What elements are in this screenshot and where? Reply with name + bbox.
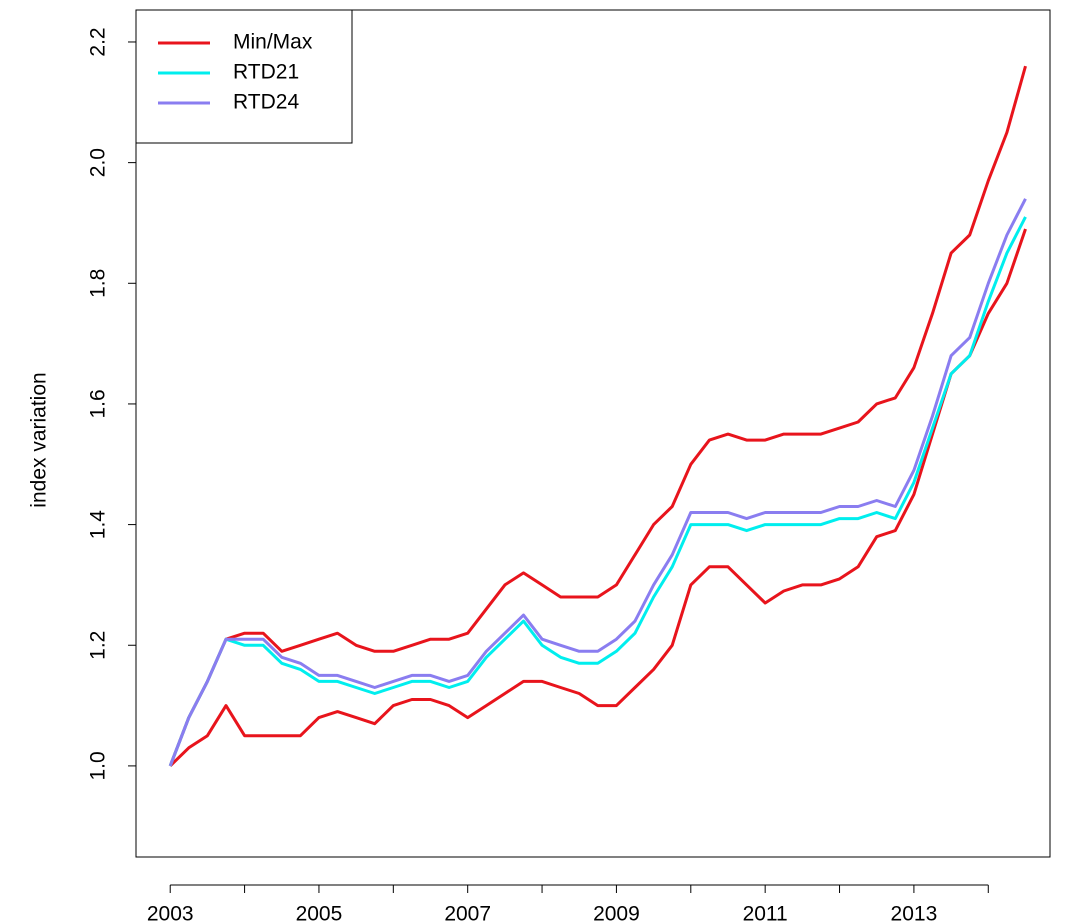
y-tick-label: 2.2 xyxy=(87,27,110,56)
y-tick-label: 1.2 xyxy=(87,631,110,660)
legend-label: RTD24 xyxy=(233,91,299,114)
y-tick-label: 1.6 xyxy=(87,389,110,418)
y-tick-label: 1.0 xyxy=(87,751,110,780)
x-tick-label: 2003 xyxy=(147,903,194,921)
legend-label: RTD21 xyxy=(233,61,299,84)
y-axis-label: index variation xyxy=(28,372,51,507)
legend-label: Min/Max xyxy=(233,31,313,54)
line-values xyxy=(168,198,1027,767)
y-tick-label: 1.4 xyxy=(87,510,110,540)
plot-box xyxy=(135,9,1051,858)
legend-box xyxy=(135,9,353,144)
y-tick-label: 2.0 xyxy=(87,148,110,177)
line-upper xyxy=(168,65,1027,767)
x-tick-label: 2013 xyxy=(891,903,938,921)
x-tick-label: 2011 xyxy=(743,903,788,921)
line-lower xyxy=(169,228,1027,767)
x-tick-label: 2005 xyxy=(296,903,343,921)
line-values xyxy=(168,216,1027,767)
x-tick-label: 2007 xyxy=(444,903,491,921)
y-tick-label: 1.8 xyxy=(87,269,110,298)
x-tick-label: 2009 xyxy=(593,903,640,921)
